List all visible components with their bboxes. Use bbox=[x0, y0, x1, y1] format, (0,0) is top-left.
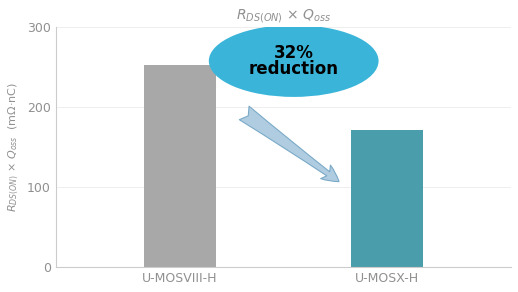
Y-axis label: $R_{DS(ON)}$ × $Q_{oss}$  (mΩ·nC): $R_{DS(ON)}$ × $Q_{oss}$ (mΩ·nC) bbox=[7, 82, 21, 212]
Text: 32%: 32% bbox=[274, 44, 313, 62]
Text: reduction: reduction bbox=[249, 60, 339, 78]
Title: $R_{DS(ON)}$ × $Q_{oss}$: $R_{DS(ON)}$ × $Q_{oss}$ bbox=[236, 7, 331, 25]
Ellipse shape bbox=[209, 25, 379, 97]
Bar bbox=[143, 65, 216, 267]
Bar bbox=[351, 130, 423, 267]
